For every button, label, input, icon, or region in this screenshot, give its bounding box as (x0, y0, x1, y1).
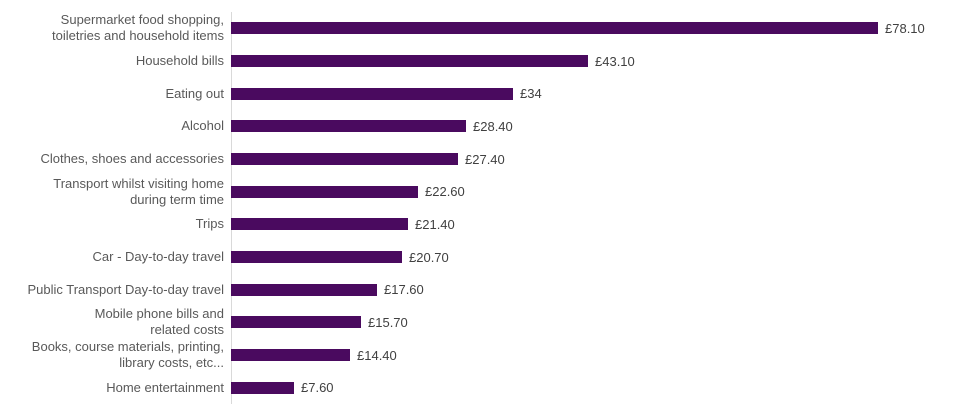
value-label: £27.40 (465, 151, 505, 167)
chart-rows: Supermarket food shopping, toiletries an… (0, 12, 958, 404)
chart-row: Household bills £43.10 (0, 45, 958, 78)
category-label: Mobile phone bills and related costs (94, 306, 224, 338)
bar (231, 22, 878, 35)
chart-row: Clothes, shoes and accessories £27.40 (0, 143, 958, 176)
bar (231, 251, 402, 264)
bar-area: £15.70 (231, 306, 958, 339)
bar-area: £14.40 (231, 339, 958, 372)
category-label: Clothes, shoes and accessories (40, 151, 224, 167)
chart-row: Trips £21.40 (0, 208, 958, 241)
bar (231, 185, 418, 198)
value-label: £15.70 (368, 314, 408, 330)
bar (231, 55, 588, 67)
chart-row: Eating out £34 (0, 77, 958, 110)
chart-row: Car - Day-to-day travel £20.70 (0, 241, 958, 274)
chart-row: Home entertainment £7.60 (0, 371, 958, 404)
bar (231, 381, 294, 394)
bar (231, 218, 408, 231)
chart-row: Supermarket food shopping, toiletries an… (0, 12, 958, 45)
bar-area: £78.10 (231, 12, 958, 45)
category-label: Trips (195, 216, 224, 232)
category-label: Household bills (135, 53, 224, 68)
chart-row: Books, course materials, printing, libra… (0, 339, 958, 372)
bar-area: £17.60 (231, 273, 958, 306)
value-label: £17.60 (384, 282, 424, 298)
bar (231, 316, 361, 329)
bar (231, 153, 458, 166)
bar (231, 283, 377, 296)
chart-row: Alcohol £28.40 (0, 110, 958, 143)
bar-area: £43.10 (231, 45, 958, 78)
chart-row: Public Transport Day-to-day travel £17.60 (0, 273, 958, 306)
category-label: Eating out (165, 85, 224, 101)
bar (231, 87, 513, 100)
value-label: £7.60 (301, 380, 334, 396)
value-label: £21.40 (415, 216, 455, 232)
value-label: £22.60 (425, 184, 465, 200)
bar-area: £7.60 (231, 371, 958, 404)
bar-area: £22.60 (231, 175, 958, 208)
chart-row: Transport whilst visiting home during te… (0, 175, 958, 208)
category-label: Alcohol (181, 118, 224, 134)
category-label: Transport whilst visiting home during te… (53, 175, 224, 207)
value-label: £20.70 (409, 249, 449, 265)
bar-area: £21.40 (231, 208, 958, 241)
category-label: Car - Day-to-day travel (92, 249, 224, 265)
bar-area: £34 (231, 77, 958, 110)
value-label: £34 (520, 86, 542, 102)
chart-row: Mobile phone bills and related costs £15.… (0, 306, 958, 339)
value-label: £28.40 (473, 118, 513, 134)
value-label: £78.10 (885, 20, 925, 36)
bar-area: £20.70 (231, 241, 958, 274)
value-label: £43.10 (595, 53, 635, 69)
value-label: £14.40 (357, 347, 397, 363)
category-label: Books, course materials, printing, libra… (31, 339, 224, 371)
y-axis-line (231, 12, 232, 404)
category-label: Public Transport Day-to-day travel (27, 281, 224, 297)
bar (231, 349, 350, 362)
bar-area: £27.40 (231, 143, 958, 176)
category-label: Supermarket food shopping, toiletries an… (52, 12, 224, 44)
bar-area: £28.40 (231, 110, 958, 143)
category-label: Home entertainment (106, 379, 224, 395)
bar (231, 120, 466, 133)
